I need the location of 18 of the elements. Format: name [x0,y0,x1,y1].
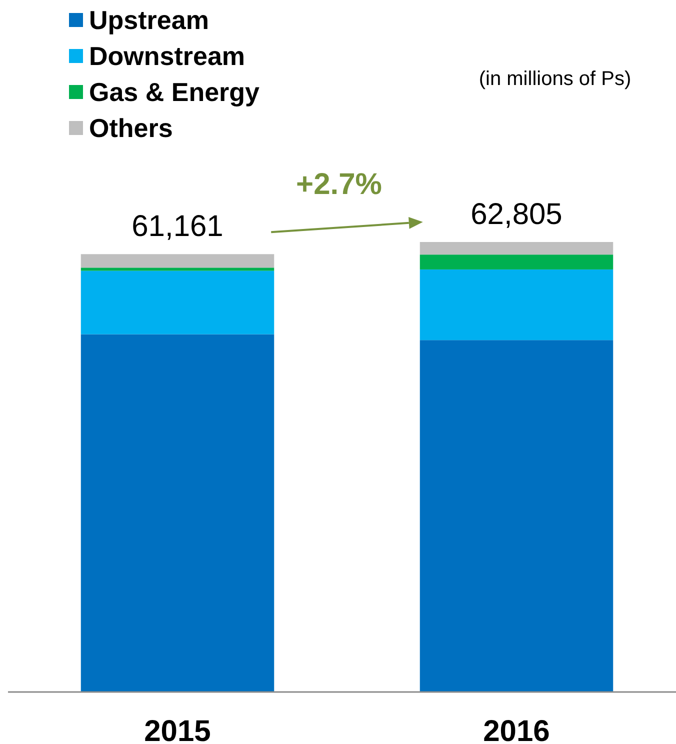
legend-label: Gas & Energy [89,77,260,107]
text: +2.7% [296,168,382,201]
bar [80,254,274,268]
legend-label: Upstream [89,5,209,35]
bar [420,340,614,692]
legend-label: Others [89,113,173,143]
text: (in millions of Ps) [478,68,632,90]
x-tick-label: 2016 [483,715,550,744]
annotation: 62,805 [470,198,562,231]
bar [80,268,274,271]
bar [80,334,274,692]
bar [420,254,614,270]
x-tick-label: 2015 [144,715,211,744]
annotation: 61,161 [132,210,224,244]
bar [420,242,614,255]
legend-label: Downstream [89,41,246,71]
bar [80,270,274,334]
bar [420,269,614,340]
